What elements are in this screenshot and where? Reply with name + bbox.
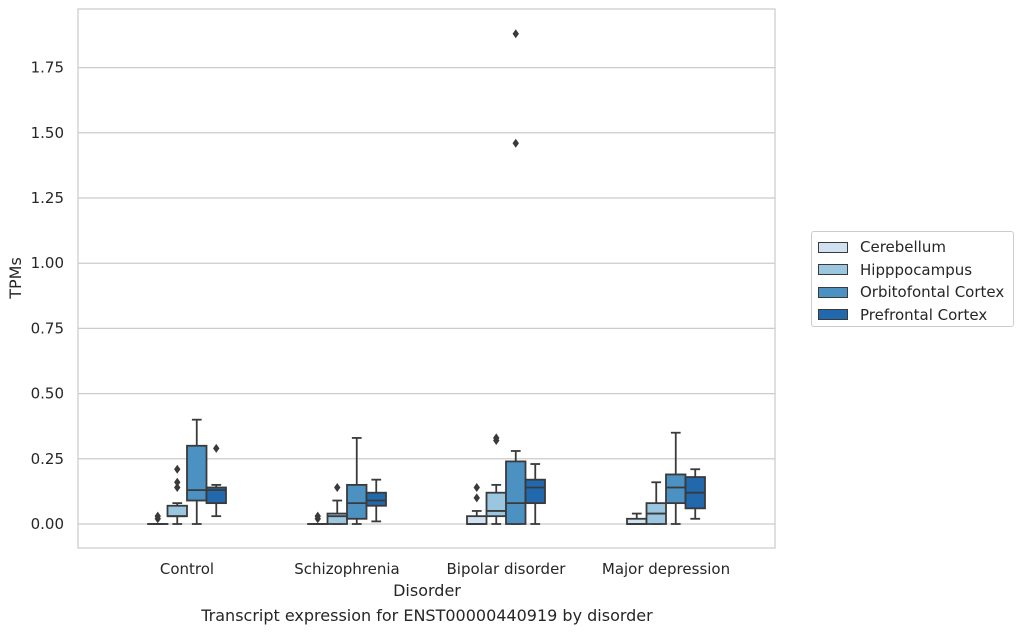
legend-item-orbitofrontal: Orbitofontal Cortex (818, 281, 1013, 304)
y-tick-labels: 0.00 0.25 0.50 0.75 1.00 1.25 1.50 1.75 (31, 59, 64, 533)
box-prefrontal-cortex (365, 478, 387, 523)
box-body (186, 444, 208, 502)
plot-frame (77, 8, 776, 549)
box-body (485, 491, 507, 518)
box-hipppocampus (485, 433, 507, 525)
y-axis-label: TPMs (6, 257, 25, 300)
x-tick-label: Bipolar disorder (447, 560, 567, 578)
box-body (365, 491, 387, 507)
box-hipppocampus (645, 481, 667, 525)
figure-caption: Transcript expression for ENST0000044091… (201, 606, 653, 625)
x-tick-label: Control (160, 560, 214, 578)
legend-swatch-hippocampus (818, 264, 848, 276)
legend-swatch-prefrontal (818, 309, 848, 321)
box-body (205, 486, 227, 505)
box-prefrontal-cortex (684, 468, 706, 520)
box-body (524, 478, 546, 505)
outlier-point (174, 482, 181, 492)
legend-item-hippocampus: Hipppocampus (818, 259, 1013, 282)
outlier-point (473, 493, 480, 503)
box-body (346, 483, 368, 520)
outlier-point (174, 477, 181, 487)
box-body (505, 460, 527, 525)
box-hipppocampus (326, 482, 348, 525)
box-orbitofontal-cortex (186, 418, 208, 525)
box-hipppocampus (166, 464, 188, 525)
y-tick-label: 1.25 (31, 189, 64, 207)
box-cerebellum (626, 512, 648, 525)
outlier-point (493, 433, 500, 443)
outlier-point (512, 29, 519, 39)
legend-label-orbitofrontal: Orbitofontal Cortex (860, 283, 1005, 302)
box-orbitofontal-cortex (665, 431, 687, 525)
legend-label-prefrontal: Prefrontal Cortex (860, 305, 988, 324)
gridlines (78, 66, 775, 525)
legend-item-cerebellum: Cerebellum (818, 236, 1013, 259)
x-axis-label: Disorder (393, 581, 461, 600)
box-cerebellum (466, 482, 488, 525)
legend: Cerebellum Hipppocampus Orbitofontal Cor… (811, 231, 1014, 327)
y-tick-label: 0.25 (31, 450, 64, 468)
box-prefrontal-cortex (205, 443, 227, 518)
y-tick-label: 1.50 (31, 124, 64, 142)
outlier-point (174, 464, 181, 474)
box-orbitofontal-cortex (346, 437, 368, 525)
legend-label-cerebellum: Cerebellum (860, 238, 946, 257)
y-tick-label: 0.50 (31, 385, 64, 403)
x-tick-label: Major depression (602, 560, 730, 578)
legend-swatch-cerebellum (818, 241, 848, 253)
box-body (166, 504, 188, 518)
box-orbitofontal-cortex (505, 29, 527, 525)
legend-label-hippocampus: Hipppocampus (860, 260, 973, 279)
outlier-point (213, 443, 220, 453)
box-prefrontal-cortex (524, 463, 546, 525)
box-body (665, 473, 687, 505)
x-tick-labels: Control Schizophrenia Bipolar disorder Majo… (160, 560, 730, 578)
box-body (466, 515, 488, 525)
y-tick-label: 1.00 (31, 254, 64, 272)
legend-item-prefrontal: Prefrontal Cortex (818, 304, 1013, 327)
x-tick-label: Schizophrenia (294, 560, 399, 578)
y-tick-label: 0.00 (31, 515, 64, 533)
outlier-point (473, 482, 480, 492)
y-tick-label: 0.75 (31, 319, 64, 337)
outlier-point (314, 511, 321, 521)
outlier-point (154, 511, 161, 521)
y-tick-label: 1.75 (31, 59, 64, 77)
box-cerebellum (307, 511, 329, 525)
boxes (147, 29, 706, 525)
outlier-point (512, 138, 519, 148)
outlier-point (334, 482, 341, 492)
box-cerebellum (147, 511, 169, 525)
box-body (326, 512, 348, 525)
legend-swatch-orbitofrontal (818, 286, 848, 298)
